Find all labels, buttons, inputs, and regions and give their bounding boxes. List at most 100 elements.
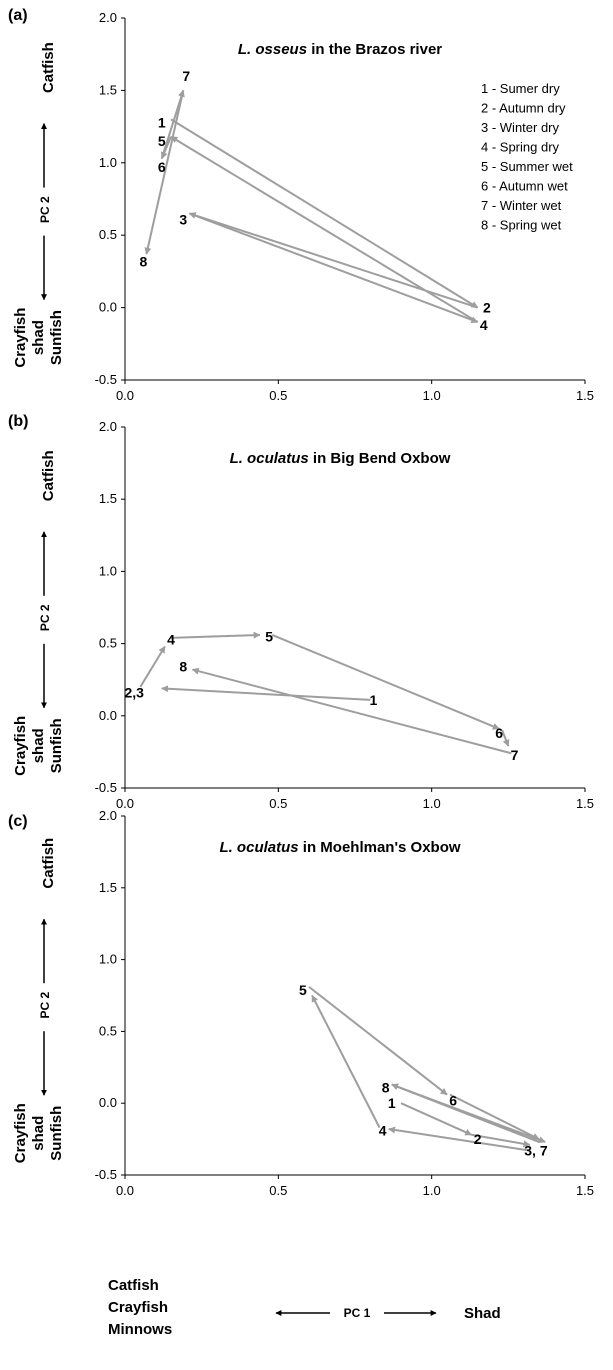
y-axis-top-group: Catfish [40, 838, 57, 889]
x-tick-label: 0.5 [269, 388, 287, 403]
panels-group: (a)-0.50.00.51.01.52.00.0 0.5 1.0 1.5L. oss… [8, 7, 594, 1198]
chart-title: L. oculatus in Moehlman's Oxbow [219, 839, 460, 856]
season-arrow [160, 89, 185, 159]
y-tick-label: 2.0 [99, 10, 117, 25]
season-arrow [170, 631, 261, 639]
point-label: 2,3 [124, 685, 144, 701]
title-location: in Big Bend Oxbow [309, 450, 451, 467]
legend-item: 6 - Autumn wet [481, 179, 568, 194]
point-label: 5 [265, 628, 273, 644]
season-arrow [139, 645, 166, 688]
x-tick-label: 0.5 [269, 796, 287, 811]
x-tick-label: 0.0 [116, 388, 134, 403]
y-axis-bottom-group-3: Sunfish [48, 310, 65, 365]
y-tick-label: 0.0 [99, 708, 117, 723]
x-tick-label: 1.0 [423, 796, 441, 811]
season-arrow [471, 1133, 531, 1148]
point-label: 1 [370, 692, 378, 708]
y-axis-description: Catfish PC 2 Crayfish shad Sunfish [12, 450, 65, 775]
point-label: 8 [382, 1079, 390, 1095]
x-tick-label: 1.0 [423, 1183, 441, 1198]
y-tick-label: 2.0 [99, 808, 117, 823]
y-axis-pc-label: PC 2 [38, 992, 52, 1019]
season-arrow [501, 729, 510, 747]
y-axis-pc-label: PC 2 [38, 604, 52, 631]
y-axis-bottom-group-2: shad [30, 1116, 47, 1151]
season-arrow [391, 1083, 546, 1144]
panel-label: (c) [8, 813, 28, 830]
season-arrow [449, 1093, 540, 1140]
y-tick-label: -0.5 [95, 780, 117, 795]
point-label: 1 [158, 114, 166, 130]
y-axis-bottom-group-1: Crayfish [12, 716, 29, 776]
y-tick-label: 2.0 [99, 419, 117, 434]
legend-item: 5 - Summer wet [481, 159, 573, 174]
y-axis-bottom-group-2: shad [30, 728, 47, 763]
legend-item: 4 - Spring dry [481, 140, 560, 155]
y-tick-label: -0.5 [95, 372, 117, 387]
season-arrow [388, 1126, 530, 1152]
legend: 1 - Sumer dry 2 - Autumn dry 3 - Winter dr… [481, 81, 573, 233]
x-axis-pc-label: PC 1 [344, 1306, 371, 1320]
y-tick-label: 0.5 [99, 636, 117, 651]
point-label: 4 [480, 317, 488, 333]
legend-item: 7 - Winter wet [481, 198, 562, 213]
x-tick-label: 1.5 [576, 388, 594, 403]
point-label: 2 [483, 300, 491, 316]
panel-label: (a) [8, 7, 28, 24]
x-axis-left-group-1: Catfish [108, 1277, 159, 1294]
point-label: 1 [388, 1095, 396, 1111]
season-arrow [271, 634, 500, 730]
y-tick-label: 0.0 [99, 300, 117, 315]
x-axis-description: Catfish Crayfish Minnows PC 1 Shad [108, 1277, 501, 1338]
title-location: in Moehlman's Oxbow [299, 839, 461, 856]
point-label: 5 [299, 982, 307, 998]
x-tick-label: 1.5 [576, 1183, 594, 1198]
season-arrow [144, 90, 185, 255]
season-arrow [308, 986, 448, 1096]
x-tick-label: 0.0 [116, 796, 134, 811]
y-tick-label: 1.5 [99, 880, 117, 895]
season-arrow [170, 135, 479, 323]
y-axis-bottom-group-2: shad [30, 320, 47, 355]
point-label: 4 [379, 1122, 387, 1138]
point-label: 6 [158, 159, 166, 175]
season-arrow [188, 212, 478, 309]
y-tick-label: -0.5 [95, 1167, 117, 1182]
y-tick-label: 0.5 [99, 227, 117, 242]
chart-title: L. oculatus in Big Bend Oxbow [230, 450, 451, 467]
y-axis-top-group: Catfish [40, 450, 57, 501]
point-label: 4 [167, 631, 175, 647]
y-axis-bottom-group-3: Sunfish [48, 1106, 65, 1161]
chart-panel-2: (b)-0.50.00.51.01.52.00.0 0.5 1.0 1.5L. ocu… [8, 413, 594, 811]
x-axis-right-group: Shad [464, 1305, 501, 1322]
x-tick-label: 0.0 [116, 1183, 134, 1198]
point-label: 8 [179, 659, 187, 675]
x-tick-label: 1.0 [423, 388, 441, 403]
legend-item: 3 - Winter dry [481, 120, 560, 135]
y-axis-bottom-group-3: Sunfish [48, 718, 65, 773]
y-tick-label: 0.0 [99, 1095, 117, 1110]
season-arrow [191, 667, 512, 755]
y-tick-label: 1.0 [99, 563, 117, 578]
legend-item: 2 - Autumn dry [481, 101, 566, 116]
legend-item: 8 - Spring wet [481, 218, 562, 233]
point-label: 6 [495, 725, 503, 741]
point-label: 5 [158, 133, 166, 149]
point-label: 7 [182, 68, 190, 84]
x-tick-label: 1.5 [576, 796, 594, 811]
x-tick-label: 0.5 [269, 1183, 287, 1198]
point-label: 8 [140, 253, 148, 269]
y-axis-bottom-group-1: Crayfish [12, 1103, 29, 1163]
season-arrow [170, 118, 479, 309]
y-tick-label: 1.0 [99, 155, 117, 170]
x-axis-left-group-2: Crayfish [108, 1299, 168, 1316]
title-species: L. osseus [238, 41, 307, 58]
y-tick-label: 1.5 [99, 82, 117, 97]
point-label: 2 [474, 1131, 482, 1147]
season-arrow [400, 1102, 473, 1136]
point-label: 6 [449, 1092, 457, 1108]
y-tick-label: 0.5 [99, 1023, 117, 1038]
y-axis-top-group: Catfish [40, 42, 57, 93]
